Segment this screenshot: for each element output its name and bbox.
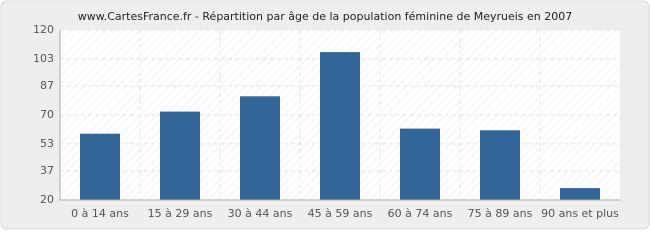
x-tick-label: 0 à 14 ans xyxy=(71,207,129,220)
chart: www.CartesFrance.fr - Répartition par âg… xyxy=(0,0,650,230)
y-tick-label: 37 xyxy=(40,164,54,177)
x-tick-label: 15 à 29 ans xyxy=(148,207,213,220)
y-tick-label: 53 xyxy=(40,137,54,150)
bar xyxy=(320,52,360,200)
y-tick-label: 70 xyxy=(40,108,54,121)
x-tick-label: 45 à 59 ans xyxy=(308,207,373,220)
y-tick-label: 87 xyxy=(40,79,54,92)
bar xyxy=(480,130,520,200)
x-tick-label: 90 ans et plus xyxy=(541,207,619,220)
y-tick-label: 20 xyxy=(40,193,54,206)
chart-title: www.CartesFrance.fr - Répartition par âg… xyxy=(78,10,573,23)
x-tick-label: 30 à 44 ans xyxy=(228,207,293,220)
x-tick-label: 75 à 89 ans xyxy=(468,207,533,220)
bar xyxy=(80,133,120,200)
bar xyxy=(240,96,280,200)
x-tick-label: 60 à 74 ans xyxy=(388,207,453,220)
y-tick-label: 103 xyxy=(33,52,54,65)
bar xyxy=(160,111,200,200)
bar xyxy=(560,188,600,200)
y-tick-label: 120 xyxy=(33,23,54,36)
bar xyxy=(400,128,440,200)
